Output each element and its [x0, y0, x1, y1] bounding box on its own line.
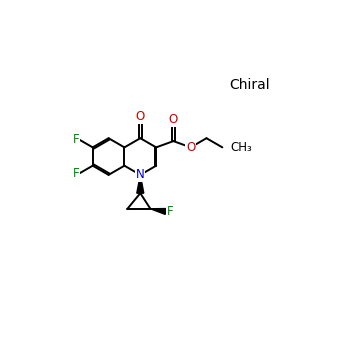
Text: CH₃: CH₃	[230, 141, 252, 154]
Text: O: O	[169, 113, 178, 126]
Text: F: F	[73, 167, 79, 180]
Text: O: O	[136, 110, 145, 123]
Text: F: F	[73, 133, 79, 146]
Text: Chiral: Chiral	[229, 78, 270, 92]
Text: N: N	[136, 168, 145, 181]
Polygon shape	[150, 209, 166, 215]
Text: O: O	[186, 141, 195, 154]
Text: F: F	[167, 205, 173, 218]
Polygon shape	[137, 175, 144, 193]
